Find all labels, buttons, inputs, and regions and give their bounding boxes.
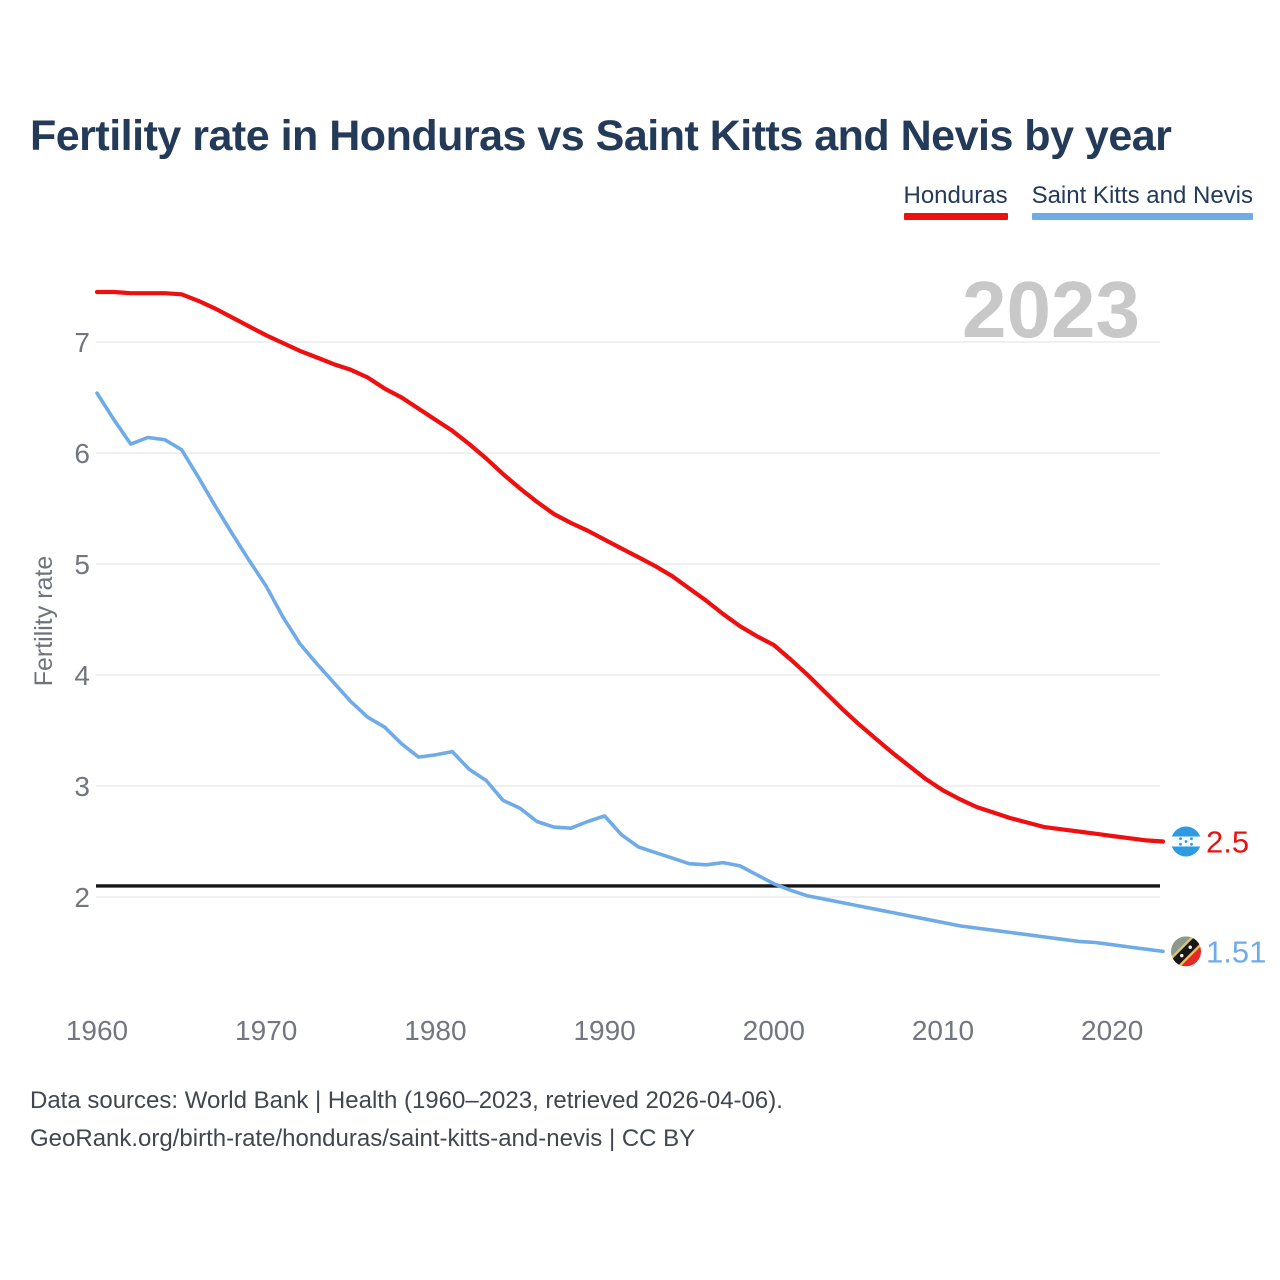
honduras-flag-icon bbox=[1171, 826, 1201, 857]
y-tick-label: 5 bbox=[74, 549, 90, 580]
legend: Honduras Saint Kitts and Nevis bbox=[903, 182, 1253, 220]
year-watermark: 2023 bbox=[962, 265, 1140, 354]
legend-label-saint-kitts-and-nevis[interactable]: Saint Kitts and Nevis bbox=[1031, 182, 1253, 209]
y-tick-label: 6 bbox=[74, 438, 90, 469]
y-axis-title: Fertility rate bbox=[30, 556, 58, 687]
x-tick-label: 2020 bbox=[1081, 1015, 1143, 1046]
x-tick-label: 2000 bbox=[743, 1015, 805, 1046]
x-tick-label: 2010 bbox=[912, 1015, 974, 1046]
y-tick-label: 3 bbox=[74, 771, 90, 802]
page-title: Fertility rate in Honduras vs Saint Kitt… bbox=[30, 112, 1172, 160]
saint-kitts-and-nevis-line bbox=[95, 391, 1165, 954]
x-tick-label: 1990 bbox=[573, 1015, 635, 1046]
saint-kitts-and-nevis-flag-icon bbox=[1171, 936, 1201, 967]
legend-color-bar-saint-kitts-and-nevis bbox=[1031, 212, 1253, 220]
footer-data-sources: Data sources: World Bank | Health (1960–… bbox=[30, 1087, 783, 1114]
y-tick-label: 4 bbox=[74, 660, 90, 691]
series-end-labels: 2.5 1.51 bbox=[1206, 825, 1266, 970]
x-tick-label: 1960 bbox=[66, 1015, 128, 1046]
y-tick-label: 2 bbox=[74, 882, 90, 913]
footer-attribution: GeoRank.org/birth-rate/honduras/saint-ki… bbox=[30, 1125, 696, 1152]
plot-area: 7 6 5 4 3 2 1960 1970 1980 1990 2000 2010 2020 Fertil… bbox=[30, 289, 1166, 1046]
legend-label-honduras[interactable]: Honduras bbox=[903, 182, 1008, 209]
legend-color-bar-honduras bbox=[903, 212, 1008, 220]
honduras-line bbox=[94, 289, 1166, 844]
saint-kitts-and-nevis-end-value: 1.51 bbox=[1206, 934, 1266, 969]
legend-item-honduras[interactable]: Honduras bbox=[903, 182, 1008, 220]
y-tick-label: 7 bbox=[74, 327, 90, 358]
x-tick-label: 1980 bbox=[404, 1015, 466, 1046]
footer: Data sources: World Bank | Health (1960–… bbox=[30, 1082, 783, 1158]
legend-item-saint-kitts-and-nevis[interactable]: Saint Kitts and Nevis bbox=[1031, 182, 1253, 220]
honduras-end-value: 2.5 bbox=[1206, 825, 1249, 860]
x-tick-label: 1970 bbox=[235, 1015, 297, 1046]
